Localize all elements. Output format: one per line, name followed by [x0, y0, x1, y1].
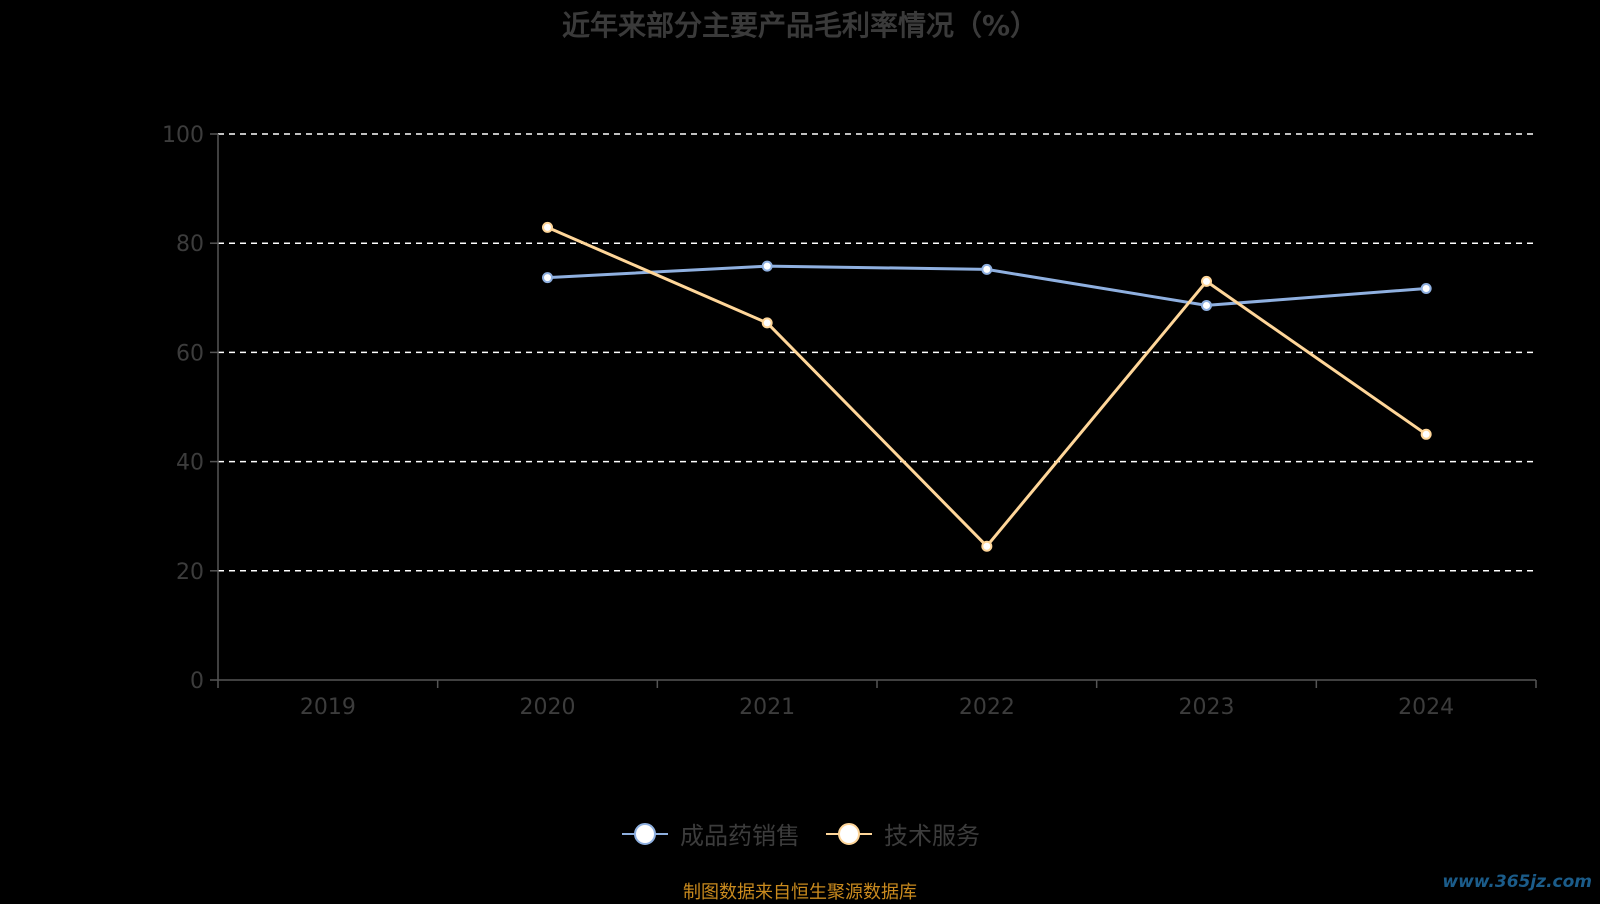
y-tick-label-60: 60	[176, 341, 204, 366]
legend: 成品药销售 技术服务	[0, 816, 1600, 851]
y-tick-label-100: 100	[162, 123, 204, 148]
x-tick-label-2022: 2022	[959, 695, 1015, 720]
series-0-point-2022	[981, 263, 993, 275]
legend-marker-series-1	[826, 822, 872, 845]
x-tick-label-2023: 2023	[1179, 695, 1235, 720]
chart-title: 近年来部分主要产品毛利率情况（%）	[561, 9, 1039, 42]
series-line-1	[546, 226, 1428, 548]
legend-item-series-0[interactable]: 成品药销售	[620, 816, 800, 851]
legend-item-series-1[interactable]: 技术服务	[824, 816, 980, 851]
series-0-point-2023	[1201, 299, 1212, 311]
y-tick-label-0: 0	[190, 669, 204, 694]
x-tick-label-2024: 2024	[1398, 695, 1454, 720]
series-layer	[542, 221, 1432, 552]
series-1-point-2021	[761, 317, 773, 329]
series-0-point-2020	[542, 272, 553, 284]
x-tick-label-2020: 2020	[520, 695, 576, 720]
axis-layer: 0 20 40 60 80 100 2019 2020 2021 2022 2023 2024	[162, 123, 1537, 720]
legend-label-series-1: 技术服务	[884, 822, 980, 850]
x-tick-label-2019: 2019	[300, 695, 356, 720]
y-tick-label-40: 40	[176, 451, 204, 476]
series-0-point-2024	[1420, 283, 1432, 295]
x-tick-label-2021: 2021	[739, 695, 795, 720]
source-note: 制图数据来自恒生聚源数据库	[683, 882, 917, 903]
series-1-point-2024	[1420, 428, 1432, 440]
series-0-point-2021	[761, 260, 773, 272]
series-1-point-2023	[1201, 275, 1212, 287]
y-tick-label-20: 20	[176, 560, 204, 585]
series-1-point-2020	[542, 221, 553, 233]
y-tick-label-80: 80	[176, 232, 204, 257]
watermark: www.365jz.com	[1442, 872, 1592, 892]
grid-layer	[218, 133, 1536, 572]
legend-label-series-0: 成品药销售	[680, 822, 800, 850]
series-1-point-2022	[981, 540, 993, 552]
legend-marker-series-0	[622, 822, 668, 845]
